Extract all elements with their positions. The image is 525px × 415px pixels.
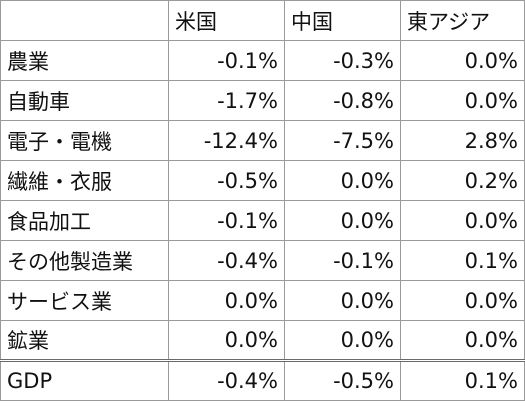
row-label: サービス業: [0, 280, 169, 321]
corner-cell: [0, 0, 169, 41]
value-cell: 0.0%: [400, 320, 525, 361]
value-cell: 0.0%: [400, 280, 525, 321]
table-row: その他製造業 -0.4% -0.1% 0.1%: [0, 240, 525, 281]
value-cell: 0.0%: [284, 320, 401, 361]
row-label: その他製造業: [0, 240, 169, 281]
row-label: 繊維・衣服: [0, 160, 169, 201]
column-header: 東アジア: [400, 0, 525, 41]
value-cell: -12.4%: [168, 120, 285, 161]
value-cell: -0.1%: [168, 40, 285, 81]
table-row: サービス業 0.0% 0.0% 0.0%: [0, 280, 525, 321]
table-row: 電子・電機 -12.4% -7.5% 2.8%: [0, 120, 525, 161]
value-cell: 0.0%: [284, 200, 401, 241]
value-cell: 0.1%: [400, 359, 525, 401]
value-cell: 0.0%: [400, 80, 525, 121]
value-cell: -7.5%: [284, 120, 401, 161]
value-cell: -0.5%: [168, 160, 285, 201]
value-cell: -1.7%: [168, 80, 285, 121]
column-header: 米国: [168, 0, 285, 41]
value-cell: -0.1%: [168, 200, 285, 241]
column-header: 中国: [284, 0, 401, 41]
data-table: 米国 中国 東アジア 農業 -0.1% -0.3% 0.0% 自動車 -1.7% -0.8% 0.0…: [0, 0, 525, 401]
value-cell: 2.8%: [400, 120, 525, 161]
value-cell: -0.4%: [168, 359, 285, 401]
value-cell: 0.0%: [168, 280, 285, 321]
value-cell: 0.0%: [400, 200, 525, 241]
value-cell: 0.0%: [284, 160, 401, 201]
value-cell: 0.0%: [168, 320, 285, 361]
row-label: 自動車: [0, 80, 169, 121]
value-cell: -0.3%: [284, 40, 401, 81]
header-row: 米国 中国 東アジア: [0, 0, 525, 41]
row-label: GDP: [0, 359, 169, 401]
table-row: 鉱業 0.0% 0.0% 0.0%: [0, 320, 525, 361]
row-label: 食品加工: [0, 200, 169, 241]
row-label: 電子・電機: [0, 120, 169, 161]
value-cell: 0.0%: [284, 280, 401, 321]
value-cell: -0.4%: [168, 240, 285, 281]
row-label: 鉱業: [0, 320, 169, 361]
value-cell: 0.0%: [400, 40, 525, 81]
table-row: 食品加工 -0.1% 0.0% 0.0%: [0, 200, 525, 241]
value-cell: -0.5%: [284, 359, 401, 401]
value-cell: 0.1%: [400, 240, 525, 281]
table-row: 自動車 -1.7% -0.8% 0.0%: [0, 80, 525, 121]
value-cell: -0.8%: [284, 80, 401, 121]
value-cell: 0.2%: [400, 160, 525, 201]
value-cell: -0.1%: [284, 240, 401, 281]
row-label: 農業: [0, 40, 169, 81]
table-row: 農業 -0.1% -0.3% 0.0%: [0, 40, 525, 81]
table-row: GDP -0.4% -0.5% 0.1%: [0, 359, 525, 401]
table-row: 繊維・衣服 -0.5% 0.0% 0.2%: [0, 160, 525, 201]
